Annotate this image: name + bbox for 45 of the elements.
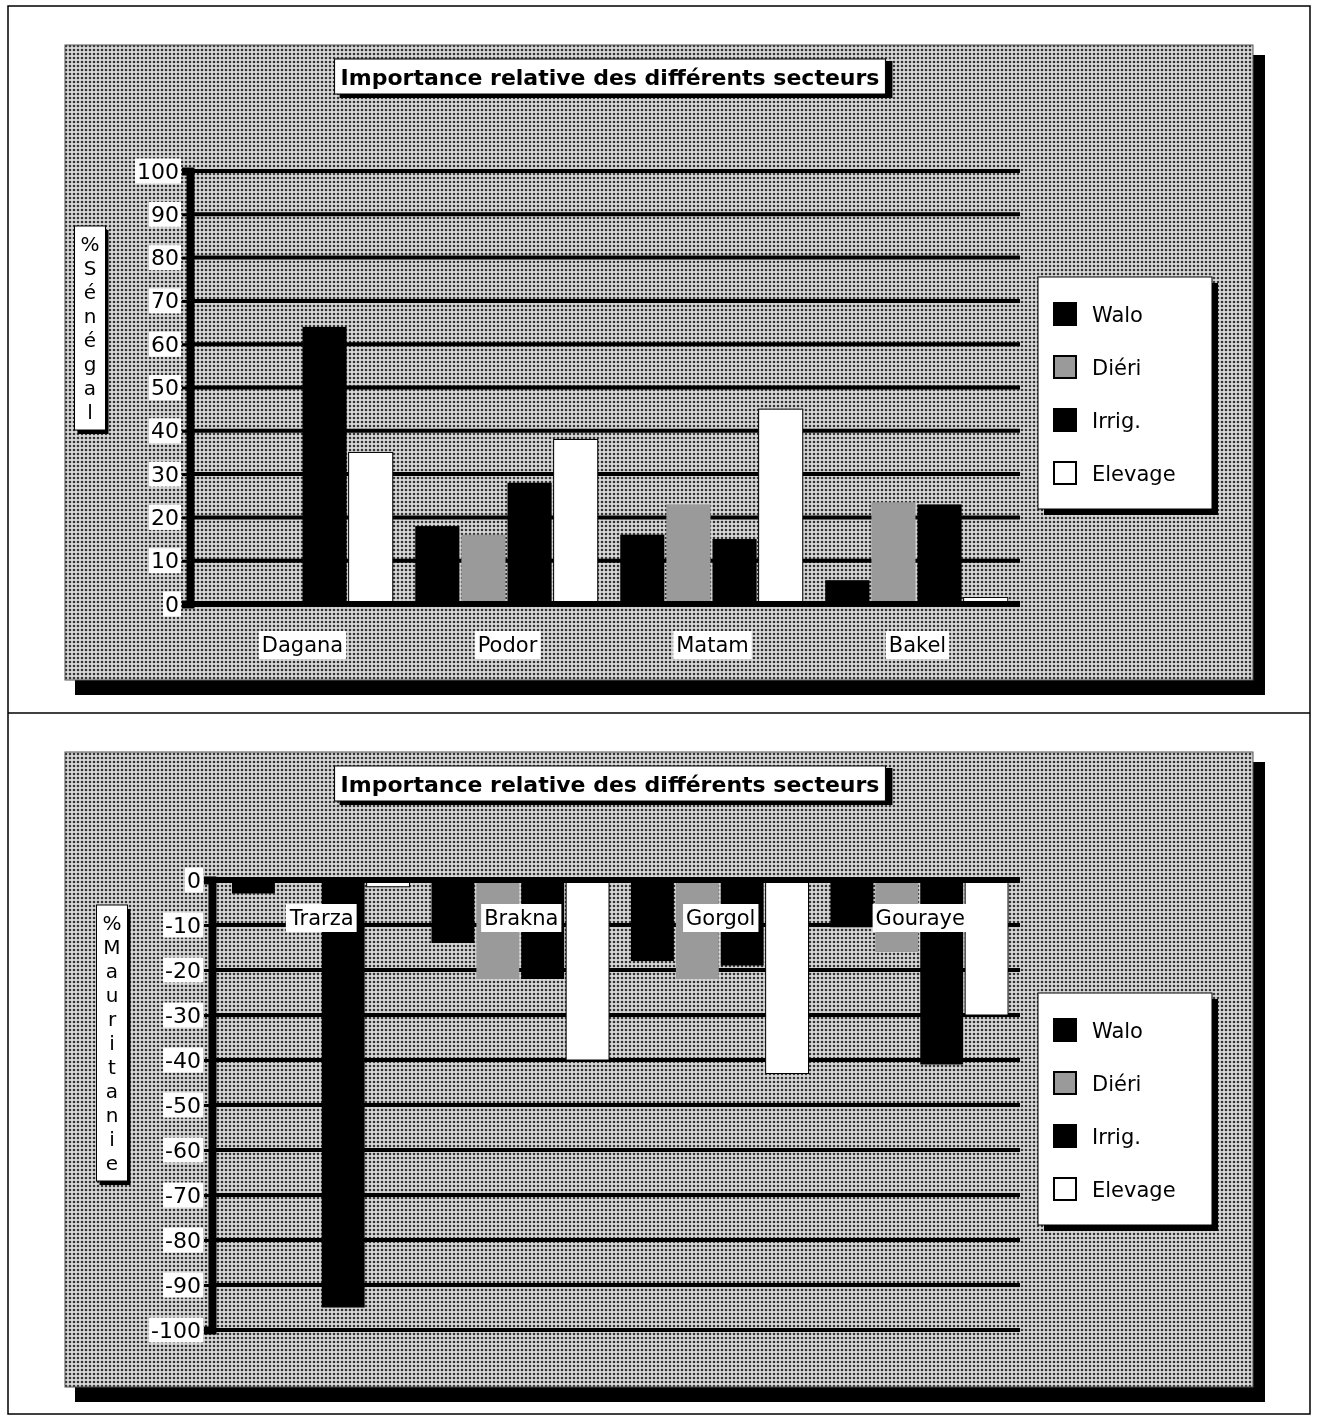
bar bbox=[871, 502, 916, 604]
y-tick-label: -50 bbox=[165, 1092, 201, 1118]
y-tick-label: 0 bbox=[165, 591, 179, 617]
y-tick-label: 50 bbox=[151, 375, 179, 401]
x-tick-label: Podor bbox=[477, 633, 538, 657]
y-tick-label: -10 bbox=[165, 912, 201, 938]
y-tick-label: 30 bbox=[151, 461, 179, 487]
chart-title: Importance relative des différents secteurs bbox=[340, 65, 880, 90]
x-tick-label: Dagana bbox=[261, 633, 344, 657]
y-tick-label: 10 bbox=[151, 548, 179, 574]
x-tick-label: Brakna bbox=[484, 906, 559, 930]
legend-label: Irrig. bbox=[1092, 409, 1141, 433]
x-tick-label: Trarza bbox=[288, 906, 354, 930]
y-tick-label: 100 bbox=[137, 158, 179, 184]
bar bbox=[461, 534, 506, 604]
legend-label: Elevage bbox=[1092, 462, 1176, 486]
y-tick-label: 20 bbox=[151, 504, 179, 530]
y-tick-label: 80 bbox=[151, 245, 179, 271]
y-tick-label: -40 bbox=[165, 1047, 201, 1073]
legend-label: Diéri bbox=[1092, 1072, 1142, 1096]
y-tick-label: -100 bbox=[151, 1317, 201, 1343]
y-tick-label: -80 bbox=[165, 1227, 201, 1253]
text: % Mauritanie bbox=[102, 911, 122, 1175]
legend-label: Walo bbox=[1092, 1019, 1143, 1043]
y-tick-label: -70 bbox=[165, 1182, 201, 1208]
x-tick-label: Gorgol bbox=[686, 906, 756, 930]
y-tick-label: 70 bbox=[151, 288, 179, 314]
x-tick-label: Gouraye bbox=[875, 906, 965, 930]
legend-label: Elevage bbox=[1092, 1178, 1176, 1202]
x-tick-label: Bakel bbox=[888, 633, 947, 657]
legend-label: Walo bbox=[1092, 303, 1143, 327]
chart-title: Importance relative des différents secteurs bbox=[340, 772, 880, 797]
y-tick-label: 60 bbox=[151, 331, 179, 357]
y-tick-label: -30 bbox=[165, 1002, 201, 1028]
y-tick-label: -90 bbox=[165, 1272, 201, 1298]
y-axis-title: % Sénégal bbox=[80, 232, 100, 424]
bar bbox=[666, 504, 711, 604]
y-tick-label: 40 bbox=[151, 418, 179, 444]
x-tick-label: Matam bbox=[676, 633, 749, 657]
y-tick-label: 0 bbox=[187, 867, 201, 893]
y-tick-label: -60 bbox=[165, 1137, 201, 1163]
legend-label: Diéri bbox=[1092, 356, 1142, 380]
y-tick-label: 90 bbox=[151, 201, 179, 227]
legend-label: Irrig. bbox=[1092, 1125, 1141, 1149]
y-tick-label: -20 bbox=[165, 957, 201, 983]
